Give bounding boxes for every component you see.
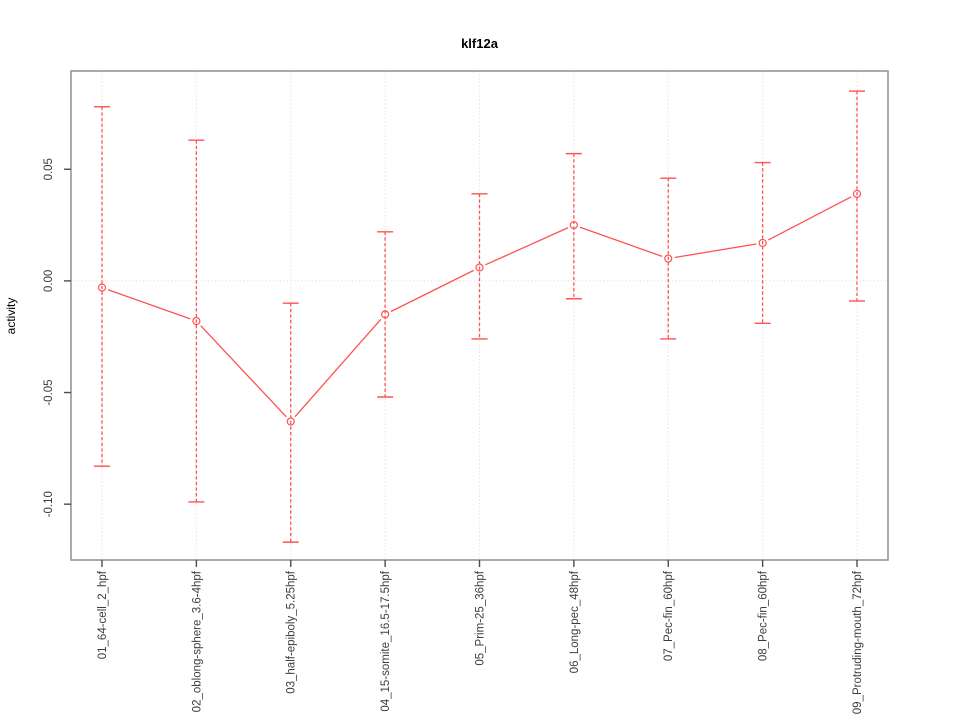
plot-frame xyxy=(70,70,889,561)
data-point xyxy=(97,283,107,292)
data-point xyxy=(758,238,767,248)
x-tick-label: 06_Long-pec_48hpf xyxy=(569,570,581,673)
data-point xyxy=(664,254,673,263)
x-tick-label: 01_64-cell_2_hpf xyxy=(97,570,109,659)
series-line-segment xyxy=(485,227,569,266)
data-point xyxy=(569,220,578,230)
x-tick-label: 08_Pec-fin_60hpf xyxy=(758,570,770,661)
x-tick-label: 05_Prim-25_36hpf xyxy=(474,570,486,665)
x-tick-label: 04_15-somite_16.5-17.5hpf xyxy=(380,570,392,711)
series-line-segment xyxy=(200,325,287,418)
y-tick-label: 0.05 xyxy=(43,158,55,180)
series-line-segment xyxy=(579,226,663,258)
x-tick-label: 03_half-epiboly_5.25hpf xyxy=(286,570,298,694)
y-tick-label: -0.10 xyxy=(43,491,55,517)
x-tick-label: 07_Pec-fin_60hpf xyxy=(663,570,675,661)
y-tick-label: 0.00 xyxy=(43,270,55,292)
data-point xyxy=(852,189,862,198)
series-line-segment xyxy=(390,269,474,313)
chart-title: klf12a xyxy=(461,36,498,51)
x-tick-label: 02_oblong-sphere_3.6-4hpf xyxy=(191,570,203,712)
data-point xyxy=(475,263,484,272)
series-line-segment xyxy=(294,318,382,418)
data-point xyxy=(381,310,390,319)
series-line-segment xyxy=(107,289,191,320)
series-line-segment xyxy=(674,243,757,259)
series-line-segment xyxy=(768,196,852,241)
y-tick-label: -0.05 xyxy=(43,379,55,405)
data-point xyxy=(286,417,295,426)
x-tick-label: 09_Protruding-mouth_72hpf xyxy=(852,570,864,714)
data-point xyxy=(192,316,201,326)
